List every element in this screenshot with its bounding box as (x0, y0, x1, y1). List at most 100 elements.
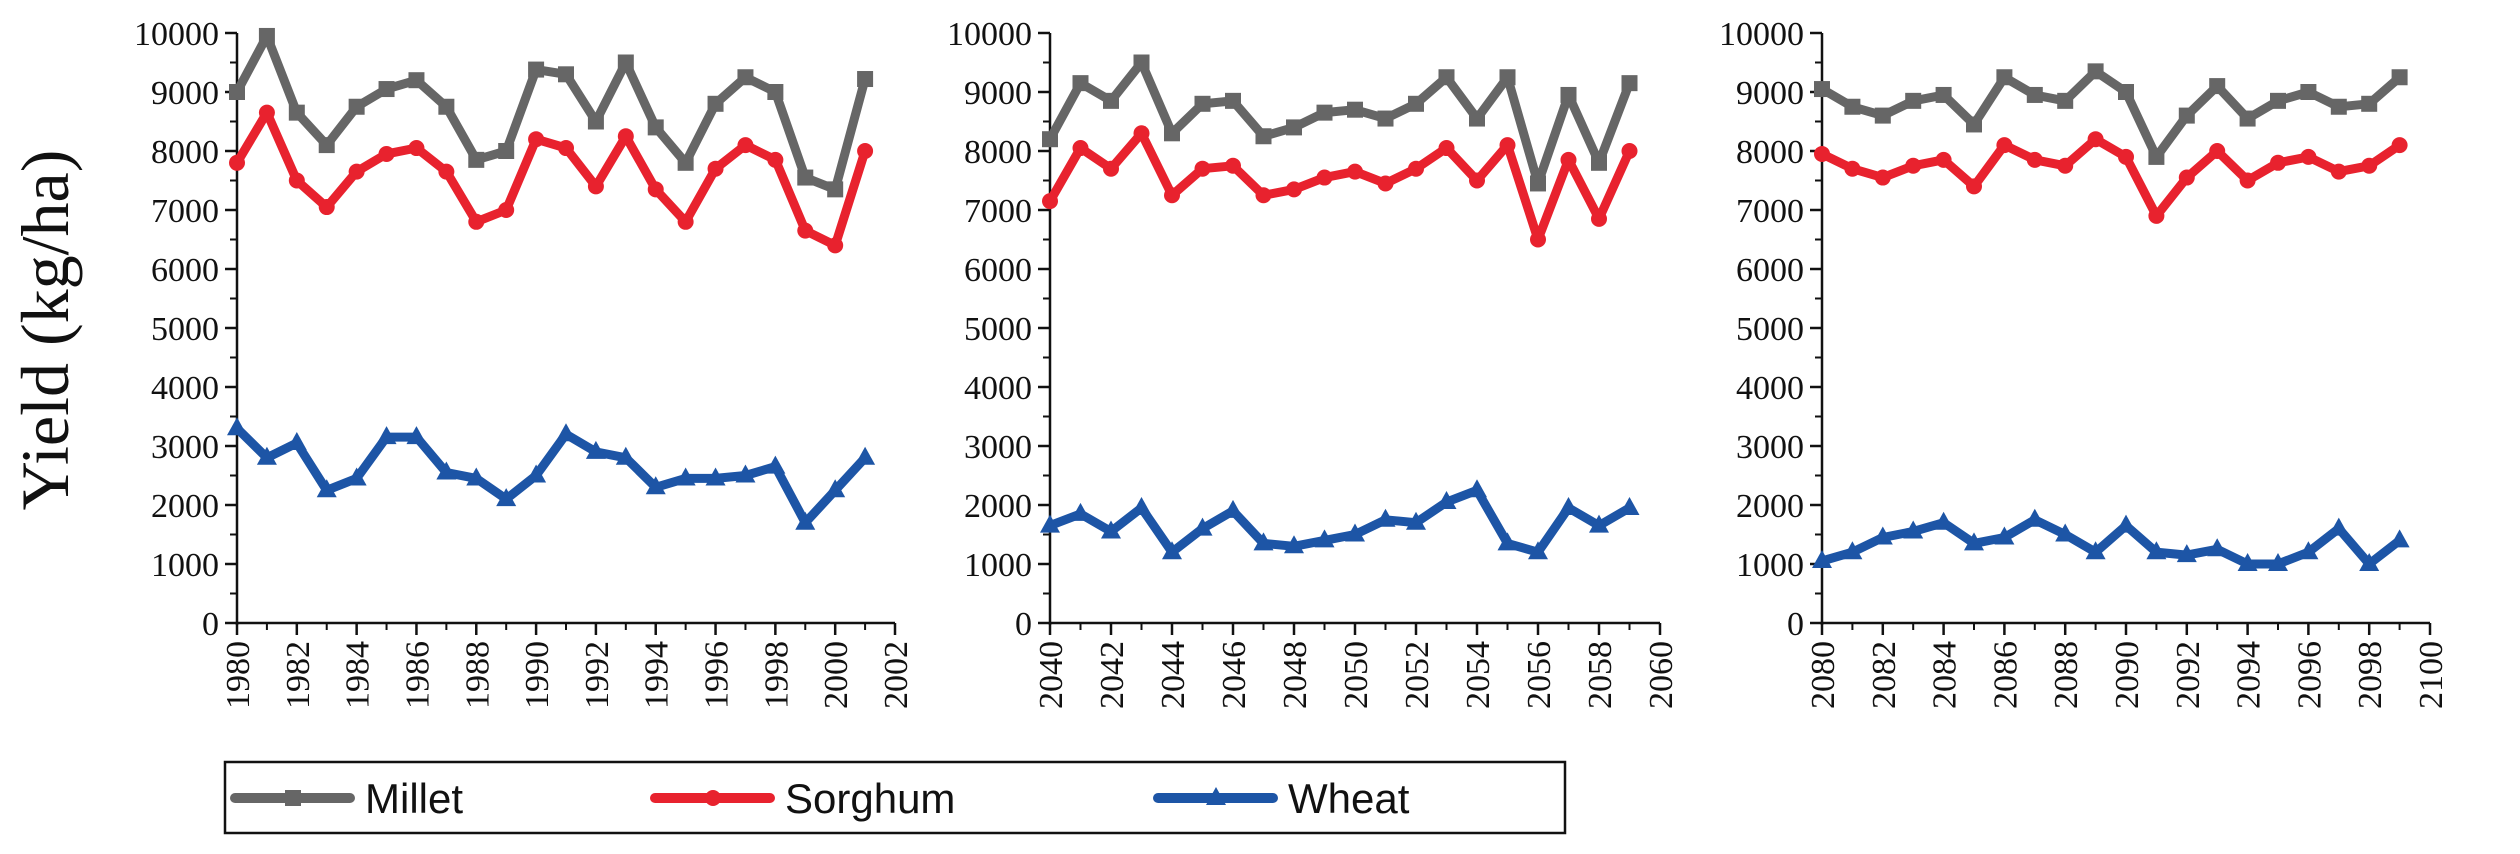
sorghum-point (1194, 160, 1211, 177)
y-tick-label: 7000 (1736, 193, 1804, 230)
millet-point (647, 119, 664, 136)
sorghum-point (438, 163, 455, 180)
sorghum-point (827, 237, 844, 254)
sorghum-point (1133, 125, 1150, 142)
panel-2040-2060: 0 1000 2000 3000 4000 5000 6000 7000 8000 9000 100… (947, 16, 1680, 709)
sorghum-point (1286, 181, 1302, 198)
y-tick-label: 7000 (151, 193, 219, 230)
millet-point (1844, 98, 1861, 115)
sorghum-point (2057, 157, 2074, 174)
sorghum-point (1591, 210, 1607, 227)
x-tick-label: 2086 (1987, 641, 2024, 709)
sorghum-legend-label: Sorghum (785, 775, 955, 822)
wheat-point (256, 446, 277, 465)
x-tick-label: 2082 (1866, 641, 1903, 709)
millet-point (1996, 69, 2013, 86)
millet-point (1347, 101, 1363, 118)
y-tick-label: 2000 (964, 488, 1032, 525)
millet-point (2087, 63, 2104, 80)
wheat-point (1375, 508, 1396, 527)
x-tick-label: 2092 (2170, 641, 2207, 709)
wheat-point (765, 455, 786, 474)
x-tick-label: 2042 (1094, 641, 1131, 709)
millet-point (2239, 110, 2256, 127)
wheat-point (1314, 529, 1335, 548)
wheat-point (2207, 538, 2228, 557)
millet-point (1194, 95, 1211, 112)
millet-point (528, 61, 545, 78)
wheat-point (1812, 550, 1832, 569)
x-tick-label: 2040 (1033, 641, 1070, 709)
millet-point (2391, 69, 2408, 86)
wheat-point (1872, 526, 1893, 545)
wheat-legend-marker (1206, 787, 1226, 805)
sorghum-point (2330, 163, 2347, 180)
millet-point (1255, 128, 1272, 145)
wheat-point (1284, 535, 1304, 554)
wheat-point (346, 467, 367, 486)
sorghum-point (1164, 187, 1180, 204)
y-axis-title: Yield (kg/ha) (7, 150, 83, 511)
sorghum-point (1530, 231, 1546, 248)
wheat-point (705, 467, 726, 486)
sorghum-point (1814, 145, 1830, 162)
sorghum-point (587, 178, 604, 195)
x-tick-label: 1980 (220, 641, 257, 709)
sorghum-point (528, 131, 545, 148)
sorghum-point (258, 104, 275, 121)
y-tick-label: 2000 (1736, 488, 1804, 525)
wheat-point (1162, 541, 1182, 560)
y-tick-label: 10000 (947, 16, 1032, 53)
x-tick-label: 1994 (639, 641, 676, 709)
y-tick-label: 4000 (964, 370, 1032, 407)
wheat-point (2085, 541, 2106, 560)
wheat-point (1436, 491, 1457, 510)
millet-point (1225, 92, 1241, 109)
wheat-point (556, 423, 576, 442)
wheat-point (2055, 523, 2076, 542)
millet-point (1286, 119, 1302, 136)
sorghum-point (558, 140, 574, 157)
sorghum-point (2391, 137, 2408, 154)
millet-point (1814, 81, 1830, 98)
y-tick-label: 4000 (151, 370, 219, 407)
x-tick-label: 2046 (1216, 641, 1253, 709)
wheat-point (227, 417, 247, 436)
wheat-point (585, 440, 606, 459)
sorghum-point (707, 160, 724, 177)
wheat-point (2328, 517, 2349, 536)
y-tick-label: 1000 (1736, 547, 1804, 584)
sorghum-point (677, 213, 694, 230)
sorghum-point (1469, 172, 1485, 189)
y-tick-label: 10000 (1719, 16, 1804, 53)
y-tick-label: 1000 (151, 547, 219, 584)
y-tick-label: 0 (1787, 606, 1804, 643)
wheat-point (1070, 502, 1091, 521)
millet-point (1499, 69, 1516, 86)
wheat-point (2176, 544, 2197, 563)
x-tick-label: 2002 (878, 641, 915, 709)
millet-point (1133, 54, 1150, 71)
millet-point (2178, 107, 2195, 124)
sorghum-point (647, 181, 664, 198)
wheat-point (1589, 514, 1609, 533)
millet-point (408, 72, 425, 89)
sorghum-point (2361, 157, 2378, 174)
millet-point (438, 98, 455, 115)
wheat-point (1345, 523, 1365, 542)
y-tick-label: 5000 (964, 311, 1032, 348)
millet-point (1469, 110, 1485, 127)
wheat-point (1467, 479, 1487, 498)
legend: Millet Sorghum Wheat (223, 760, 1567, 835)
panel-1980-2002: 0 1000 2000 3000 4000 5000 6000 7000 8000 9000 100… (134, 16, 915, 709)
sorghum-point (348, 163, 365, 180)
sorghum-point (1225, 157, 1241, 174)
y-tick-label: 0 (1015, 606, 1032, 643)
sorghum-point (318, 199, 335, 216)
sorghum-point (1377, 175, 1394, 192)
sorghum-point (2148, 207, 2165, 224)
x-tick-label: 2088 (2048, 641, 2085, 709)
millet-point (2330, 98, 2347, 115)
millet-point (1905, 92, 1922, 109)
